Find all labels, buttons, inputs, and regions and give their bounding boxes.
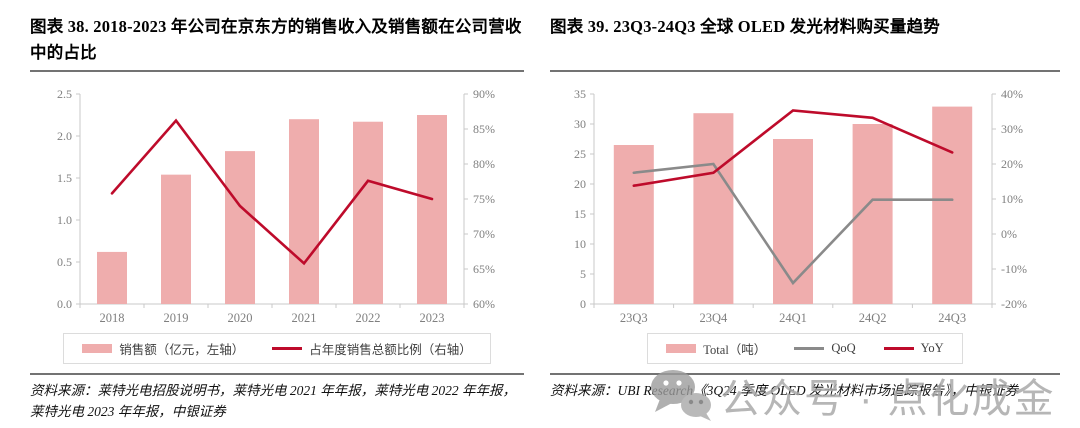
svg-text:24Q2: 24Q2 bbox=[859, 311, 887, 325]
svg-text:90%: 90% bbox=[473, 87, 495, 101]
legend-item: QoQ bbox=[794, 341, 856, 356]
svg-text:2018: 2018 bbox=[100, 311, 125, 325]
svg-text:30: 30 bbox=[574, 117, 586, 131]
svg-text:2.0: 2.0 bbox=[57, 129, 72, 143]
legend-item: Total（吨） bbox=[666, 339, 766, 358]
svg-text:65%: 65% bbox=[473, 262, 495, 276]
figure-39-chart: 0 5 10 15 20 25 30 35 -20% -10% 0% 10% 20% 30% 40% 23Q3… bbox=[550, 74, 1060, 331]
svg-text:75%: 75% bbox=[473, 192, 495, 206]
title-rule bbox=[550, 70, 1060, 72]
svg-text:2021: 2021 bbox=[292, 311, 317, 325]
svg-text:20%: 20% bbox=[1001, 157, 1023, 171]
legend-item: 占年度销售总额比例（右轴） bbox=[272, 339, 472, 358]
svg-text:35: 35 bbox=[574, 87, 586, 101]
svg-text:24Q3: 24Q3 bbox=[938, 311, 966, 325]
svg-text:2019: 2019 bbox=[164, 311, 189, 325]
svg-text:85%: 85% bbox=[473, 122, 495, 136]
line-swatch bbox=[272, 347, 303, 350]
svg-text:0: 0 bbox=[580, 297, 586, 311]
bottom-rule bbox=[30, 373, 524, 375]
svg-text:23Q3: 23Q3 bbox=[620, 311, 648, 325]
svg-text:2022: 2022 bbox=[356, 311, 381, 325]
title-rule bbox=[30, 70, 524, 72]
svg-text:60%: 60% bbox=[473, 297, 495, 311]
bar-swatch bbox=[82, 344, 113, 353]
svg-text:-10%: -10% bbox=[1001, 262, 1027, 276]
svg-text:1.0: 1.0 bbox=[57, 213, 72, 227]
svg-text:80%: 80% bbox=[473, 157, 495, 171]
figure-38-legend: 销售额（亿元，左轴） 占年度销售总额比例（右轴） bbox=[30, 333, 524, 364]
figure-38: 图表 38. 2018-2023 年公司在京东方的销售收入及销售额在公司营收中的… bbox=[30, 14, 524, 423]
svg-text:1.5: 1.5 bbox=[57, 171, 72, 185]
figure-38-chart: 0.0 0.5 1.0 1.5 2.0 2.5 60% 65% 70% 75% 80% 85% 90% 2… bbox=[30, 74, 524, 331]
svg-text:15: 15 bbox=[574, 207, 586, 221]
bar-swatch bbox=[666, 344, 697, 353]
svg-text:10: 10 bbox=[574, 237, 586, 251]
bottom-rule bbox=[550, 373, 1060, 375]
svg-text:30%: 30% bbox=[1001, 122, 1023, 136]
figure-39-legend: Total（吨） QoQ YoY bbox=[550, 333, 1060, 364]
legend-label: YoY bbox=[920, 341, 944, 355]
svg-text:23Q4: 23Q4 bbox=[700, 311, 729, 325]
figure-39-source: 资料来源：UBI Research《3Q24 季度 OLED 发光材料市场追踪报… bbox=[550, 383, 1019, 398]
svg-text:2020: 2020 bbox=[228, 311, 253, 325]
legend-label: Total（吨） bbox=[703, 343, 767, 357]
svg-text:0.5: 0.5 bbox=[57, 255, 72, 269]
figure-38-title: 图表 38. 2018-2023 年公司在京东方的销售收入及销售额在公司营收中的… bbox=[30, 17, 522, 62]
figure-38-chart-svg: 0.0 0.5 1.0 1.5 2.0 2.5 60% 65% 70% 75% 80% 85% 90% 2… bbox=[57, 87, 495, 325]
svg-text:-20%: -20% bbox=[1001, 297, 1027, 311]
figure-39-title: 图表 39. 23Q3-24Q3 全球 OLED 发光材料购买量趋势 bbox=[550, 17, 940, 36]
legend-label: 占年度销售总额比例（右轴） bbox=[309, 343, 472, 357]
svg-text:5: 5 bbox=[580, 267, 586, 281]
legend-item: 销售额（亿元，左轴） bbox=[82, 339, 244, 358]
svg-text:10%: 10% bbox=[1001, 192, 1023, 206]
figure-39-chart-svg: 0 5 10 15 20 25 30 35 -20% -10% 0% 10% 20% 30% 40% 23Q3… bbox=[574, 87, 1027, 325]
svg-text:20: 20 bbox=[574, 177, 586, 191]
svg-text:0.0: 0.0 bbox=[57, 297, 72, 311]
svg-text:25: 25 bbox=[574, 147, 586, 161]
figure-38-source: 资料来源：莱特光电招股说明书，莱特光电 2021 年年报，莱特光电 2022 年… bbox=[30, 383, 516, 419]
line-swatch bbox=[883, 347, 914, 350]
svg-text:2023: 2023 bbox=[420, 311, 445, 325]
svg-text:0%: 0% bbox=[1001, 227, 1017, 241]
svg-text:40%: 40% bbox=[1001, 87, 1023, 101]
svg-text:2.5: 2.5 bbox=[57, 87, 72, 101]
svg-text:24Q1: 24Q1 bbox=[779, 311, 807, 325]
legend-label: QoQ bbox=[831, 341, 856, 355]
svg-text:70%: 70% bbox=[473, 227, 495, 241]
figure-39: 图表 39. 23Q3-24Q3 全球 OLED 发光材料购买量趋势 0 5 10 1… bbox=[550, 14, 1060, 402]
legend-label: 销售额（亿元，左轴） bbox=[119, 343, 245, 357]
legend-item: YoY bbox=[883, 341, 944, 356]
line-swatch bbox=[794, 347, 825, 350]
